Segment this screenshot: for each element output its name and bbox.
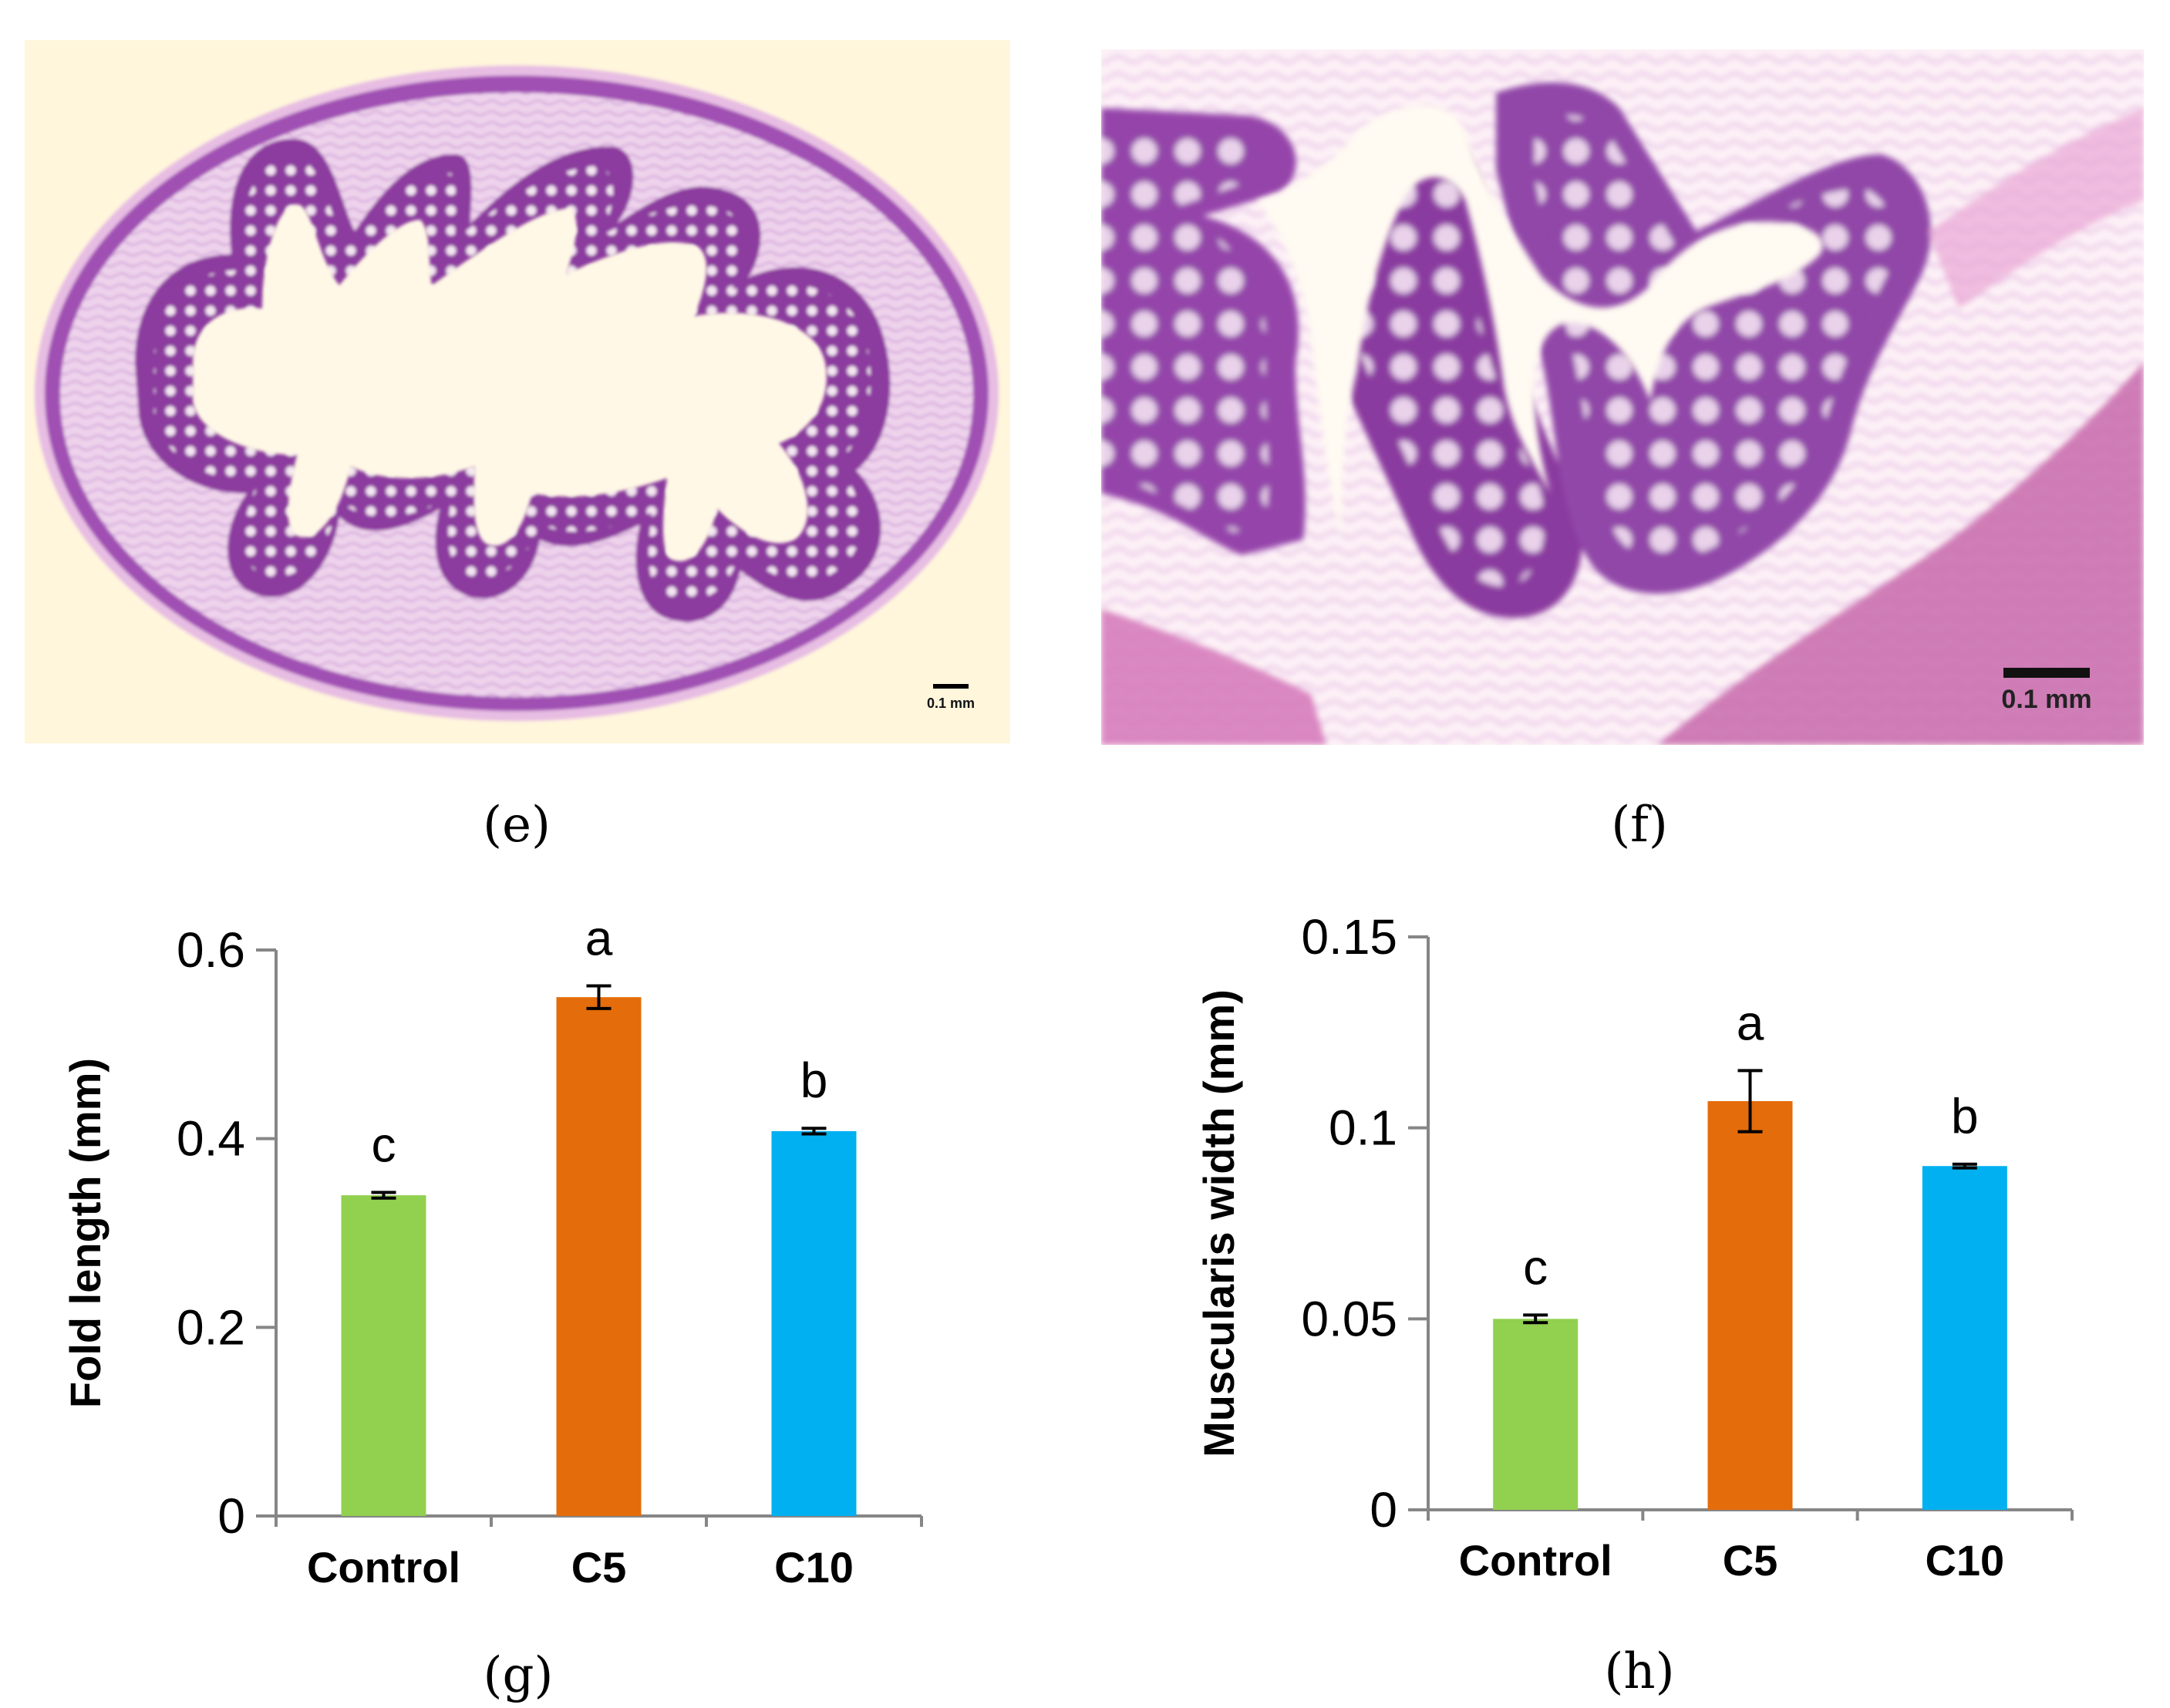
significance-letter: a — [1737, 995, 1764, 1050]
panel-label-g: (g) — [484, 1647, 554, 1704]
bar-c10 — [771, 1130, 857, 1516]
y-tick-label: 0.2 — [177, 1299, 245, 1355]
muscularis-band — [1101, 609, 1326, 745]
y-tick-label: 0.15 — [1301, 909, 1397, 965]
significance-letter: b — [1951, 1089, 1979, 1144]
bar-control — [1493, 1319, 1579, 1510]
scale-bar-e: 0.1 mm — [927, 684, 975, 711]
bar-control — [341, 1195, 426, 1516]
bar-chart-muscularis-width: 0 0.05 0.1 0.15 c Control a C5 b C10 Muscularis wi… — [1195, 909, 2074, 1585]
scale-bar-f-label: 0.1 mm — [2001, 685, 2091, 714]
error-bar — [586, 984, 612, 1010]
y-tick-label: 0.1 — [1329, 1100, 1397, 1156]
x-category-label: C10 — [774, 1543, 854, 1592]
scale-bar-e-label: 0.1 mm — [927, 696, 975, 711]
scale-bar-f: 0.1 mm — [2001, 668, 2092, 714]
x-category-label: Control — [307, 1543, 460, 1592]
error-bar — [371, 1191, 396, 1200]
y-tick-label: 0.4 — [177, 1111, 245, 1167]
bar-c5 — [556, 997, 642, 1516]
x-category-label: C10 — [1925, 1536, 2004, 1585]
panel-label-e: (e) — [483, 797, 551, 854]
bar-chart-fold-length: 0 0.2 0.4 0.6 c Control a C5 b C10 Fold length (mm… — [61, 910, 923, 1592]
y-axis-title: Muscularis width (mm) — [1195, 989, 1243, 1457]
significance-letter: c — [1523, 1239, 1548, 1295]
bar-c10 — [1922, 1166, 2007, 1510]
micrograph-e: 0.1 mm — [25, 40, 1010, 743]
y-tick-label: 0 — [1370, 1482, 1397, 1538]
x-category-label: C5 — [571, 1543, 627, 1592]
error-bar — [1737, 1069, 1763, 1134]
x-category-label: Control — [1459, 1536, 1612, 1585]
bar-c5 — [1707, 1100, 1793, 1510]
panel-label-f: (f) — [1611, 797, 1668, 854]
y-tick-label: 0 — [217, 1488, 245, 1544]
y-axis-title: Fold length (mm) — [61, 1058, 110, 1408]
significance-letter: b — [800, 1053, 828, 1108]
lumen-f — [1257, 105, 1823, 540]
significance-letter: c — [372, 1117, 396, 1172]
x-category-label: C5 — [1723, 1536, 1778, 1585]
y-tick-label: 0.6 — [177, 922, 245, 978]
micrograph-f: 0.1 mm — [1101, 49, 2144, 745]
error-bar — [801, 1127, 827, 1136]
significance-letter: a — [585, 910, 613, 965]
y-tick-label: 0.05 — [1301, 1291, 1397, 1346]
error-bar — [1523, 1313, 1548, 1325]
panel-label-h: (h) — [1604, 1643, 1674, 1700]
error-bar — [1952, 1162, 1977, 1170]
lumen — [193, 204, 827, 561]
